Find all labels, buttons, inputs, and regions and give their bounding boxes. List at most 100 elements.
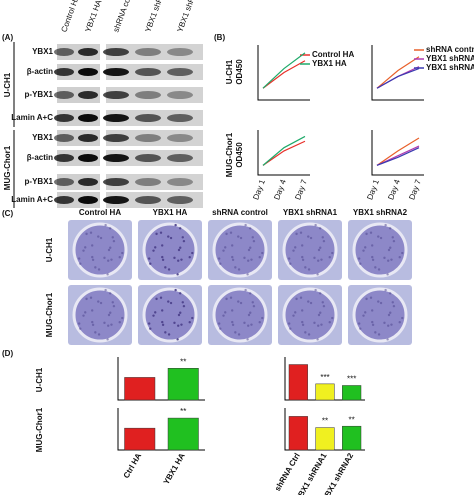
colony: [97, 268, 101, 271]
band: [78, 48, 98, 56]
colony: [91, 244, 94, 247]
well: [142, 287, 198, 343]
colony: [244, 223, 247, 227]
colony: [359, 262, 362, 265]
row-label: U-CH1: [225, 59, 234, 84]
colony: [106, 273, 109, 276]
band: [167, 196, 193, 204]
colony: [173, 321, 176, 325]
bar: [124, 377, 156, 401]
colony: [365, 232, 368, 236]
colony: [231, 320, 234, 324]
colony: [246, 338, 249, 341]
colony: [287, 322, 291, 325]
colony: [314, 223, 317, 227]
colony: [182, 239, 186, 243]
colony: [118, 321, 121, 324]
line: [262, 140, 306, 166]
colony: [357, 257, 361, 260]
colony: [159, 296, 163, 299]
colony: [229, 231, 233, 234]
colony: [386, 338, 389, 341]
colony: [258, 321, 261, 324]
colony: [391, 301, 394, 304]
band: [54, 68, 74, 76]
well: [282, 287, 338, 343]
colony: [383, 321, 386, 325]
colony: [377, 235, 380, 238]
colony: [379, 301, 383, 305]
colony: [244, 288, 247, 292]
colony: [247, 259, 250, 262]
colony: [167, 300, 170, 303]
well: [72, 222, 128, 278]
colony: [161, 309, 164, 312]
x-tick-label: Day 4: [272, 178, 288, 201]
well: [212, 287, 268, 343]
colony: [109, 311, 112, 314]
bar: [288, 364, 308, 401]
colony: [301, 323, 305, 327]
axis: [257, 45, 310, 101]
colony: [176, 273, 179, 276]
colony: [107, 259, 110, 262]
colony: [321, 301, 324, 304]
colony: [364, 311, 367, 314]
colony: [181, 301, 184, 304]
band: [167, 68, 193, 76]
legend-label: YBX1 shRNA1: [426, 54, 474, 63]
colony: [317, 324, 320, 327]
colony: [107, 248, 111, 252]
colony: [398, 321, 401, 324]
colony: [247, 248, 251, 252]
colony: [167, 333, 171, 336]
colony: [377, 300, 380, 303]
colony: [248, 292, 252, 295]
well: [212, 222, 268, 278]
colony: [217, 322, 221, 325]
group-label: MUG-Chor1: [3, 145, 12, 190]
colony: [89, 296, 93, 299]
colony: [177, 259, 180, 262]
colony: [316, 273, 319, 276]
x-tick-label: Day 7: [293, 178, 309, 201]
colony: [180, 323, 183, 326]
band: [103, 48, 129, 56]
x-tick-label: Day 4: [386, 178, 402, 201]
colony: [386, 273, 389, 276]
colony: [97, 235, 100, 238]
colony: [174, 288, 177, 292]
colony: [229, 296, 233, 299]
colony: [364, 246, 367, 249]
colony: [239, 236, 243, 240]
colony: [111, 301, 114, 304]
blot-label: YBX1: [32, 47, 53, 56]
colony: [231, 255, 234, 259]
colony: [182, 304, 186, 308]
well: [72, 287, 128, 343]
band: [103, 114, 129, 122]
colony: [147, 257, 151, 260]
band: [54, 154, 74, 162]
colony: [389, 246, 392, 249]
colony: [307, 333, 311, 336]
colony: [401, 251, 404, 255]
panel-label: (D): [2, 349, 13, 358]
band: [167, 48, 193, 56]
colony: [85, 297, 88, 301]
colony: [217, 257, 221, 260]
colony: [307, 268, 311, 271]
colony: [322, 239, 326, 243]
colony: [387, 324, 390, 327]
colony: [179, 311, 182, 314]
axis: [284, 408, 365, 451]
bar: [288, 416, 308, 451]
colony: [225, 297, 228, 301]
colony: [316, 338, 319, 341]
band: [54, 134, 74, 142]
colony: [369, 296, 373, 299]
colony: [121, 316, 124, 320]
colony: [388, 227, 392, 230]
colony: [387, 248, 391, 252]
